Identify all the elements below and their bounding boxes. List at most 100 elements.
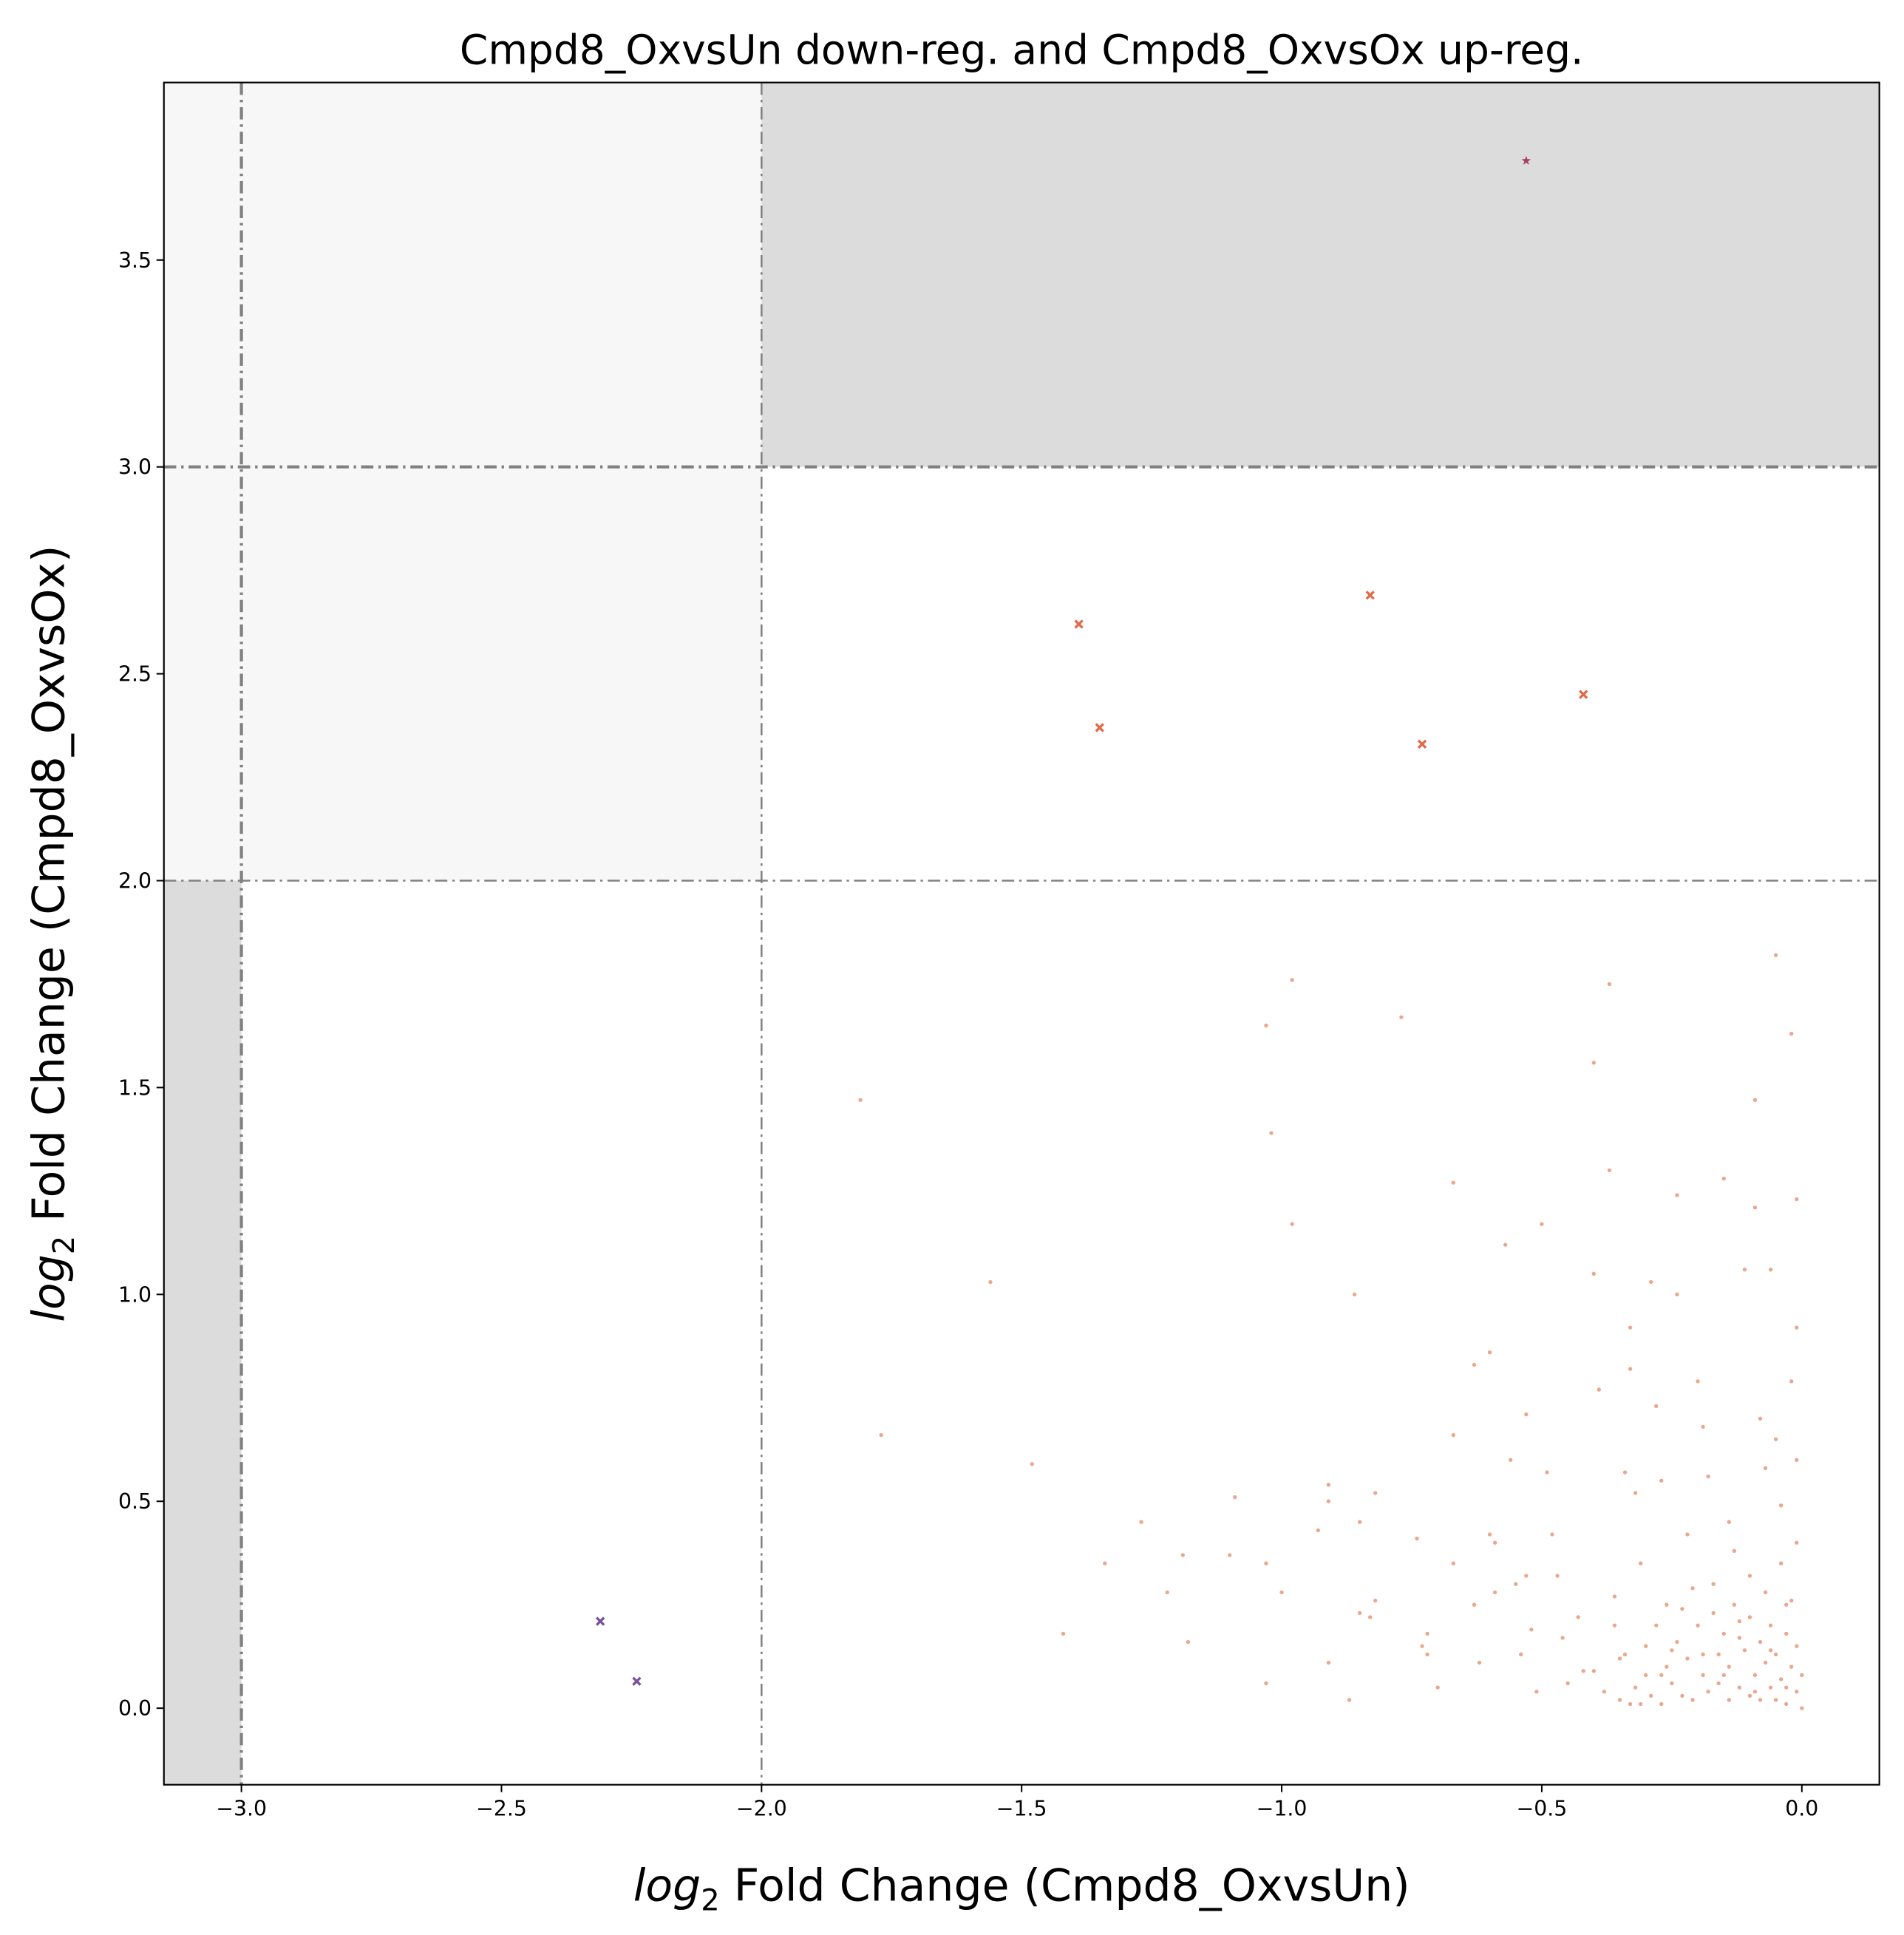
shaded-region bbox=[163, 880, 242, 1785]
point bbox=[1622, 1470, 1628, 1475]
point bbox=[1800, 1706, 1804, 1710]
point bbox=[1680, 1693, 1684, 1698]
point bbox=[1061, 1631, 1066, 1636]
point bbox=[1795, 1540, 1799, 1545]
point bbox=[1768, 1685, 1773, 1690]
point bbox=[1784, 1701, 1789, 1707]
point bbox=[1665, 1602, 1669, 1607]
point bbox=[1607, 982, 1612, 987]
point bbox=[1514, 1582, 1518, 1586]
x-tick-label: −1.0 bbox=[1257, 1796, 1308, 1820]
point bbox=[1778, 1503, 1784, 1508]
point bbox=[1357, 1520, 1362, 1524]
point bbox=[1326, 1483, 1331, 1487]
point bbox=[1747, 1574, 1752, 1578]
point bbox=[1472, 1602, 1477, 1607]
point bbox=[879, 1432, 883, 1438]
point bbox=[1435, 1685, 1440, 1690]
y-tick-label: 3.5 bbox=[118, 248, 152, 273]
shaded-region bbox=[761, 82, 1880, 467]
y-tick-label: 0.0 bbox=[118, 1696, 152, 1721]
point bbox=[1617, 1698, 1622, 1702]
x-tick-label: −2.0 bbox=[736, 1796, 787, 1820]
point bbox=[1690, 1698, 1695, 1702]
point bbox=[1633, 1685, 1638, 1690]
point bbox=[1747, 1615, 1752, 1619]
point bbox=[1581, 1669, 1585, 1673]
point bbox=[1290, 1222, 1294, 1226]
point bbox=[1675, 1292, 1679, 1296]
point bbox=[1139, 1520, 1143, 1524]
point bbox=[1732, 1548, 1736, 1554]
point bbox=[858, 1098, 863, 1102]
point bbox=[1425, 1652, 1429, 1657]
point bbox=[1659, 1701, 1664, 1707]
point bbox=[1685, 1532, 1690, 1537]
point-x bbox=[1365, 591, 1375, 600]
point bbox=[1540, 1222, 1544, 1226]
point-x bbox=[632, 1676, 642, 1686]
point bbox=[1180, 1553, 1186, 1557]
point bbox=[1509, 1458, 1513, 1462]
point bbox=[1670, 1681, 1674, 1686]
point bbox=[1665, 1664, 1669, 1669]
point bbox=[1644, 1644, 1648, 1648]
point-star bbox=[1521, 155, 1531, 165]
x-label-text: Fold Change (Cmpd8_OxvsUn) bbox=[720, 1860, 1410, 1911]
point-x bbox=[596, 1616, 605, 1626]
point bbox=[1316, 1528, 1320, 1533]
point bbox=[1597, 1387, 1602, 1392]
point bbox=[1758, 1416, 1763, 1421]
y-label-sub: 2 bbox=[47, 1236, 81, 1254]
point bbox=[1451, 1432, 1455, 1438]
point bbox=[1747, 1693, 1752, 1698]
point bbox=[1477, 1660, 1482, 1665]
point bbox=[1565, 1681, 1570, 1686]
point bbox=[1487, 1350, 1492, 1355]
point bbox=[1368, 1615, 1373, 1619]
x-tick-label: −1.5 bbox=[996, 1796, 1047, 1820]
point bbox=[1279, 1590, 1284, 1595]
point bbox=[1685, 1656, 1690, 1661]
point bbox=[1602, 1690, 1607, 1694]
point bbox=[1628, 1325, 1633, 1330]
point bbox=[1800, 1673, 1804, 1678]
point bbox=[1357, 1611, 1362, 1616]
point bbox=[1778, 1677, 1784, 1681]
point bbox=[1659, 1478, 1664, 1483]
point bbox=[1576, 1615, 1580, 1619]
point bbox=[1706, 1690, 1710, 1694]
point bbox=[1742, 1648, 1747, 1653]
point bbox=[1165, 1590, 1169, 1595]
point bbox=[1742, 1268, 1747, 1272]
point bbox=[1701, 1424, 1705, 1429]
shaded-region bbox=[163, 82, 762, 881]
point bbox=[1628, 1367, 1633, 1371]
point bbox=[1711, 1611, 1716, 1616]
y-tick-label: 1.5 bbox=[118, 1075, 152, 1100]
point bbox=[1550, 1532, 1554, 1537]
point bbox=[1591, 1669, 1596, 1673]
point bbox=[1654, 1404, 1659, 1409]
point bbox=[1690, 1586, 1695, 1591]
point bbox=[1768, 1268, 1773, 1272]
point bbox=[1768, 1648, 1773, 1653]
point bbox=[1795, 1197, 1799, 1202]
point bbox=[1752, 1690, 1758, 1694]
point bbox=[1103, 1561, 1107, 1565]
point bbox=[1555, 1574, 1560, 1578]
point bbox=[1696, 1379, 1700, 1384]
point bbox=[1638, 1561, 1643, 1565]
point bbox=[1612, 1594, 1617, 1599]
point bbox=[1773, 953, 1778, 957]
point bbox=[1659, 1673, 1664, 1678]
point bbox=[1789, 1379, 1794, 1384]
point bbox=[1628, 1701, 1633, 1707]
point bbox=[1795, 1325, 1799, 1330]
point bbox=[1529, 1628, 1534, 1632]
point bbox=[1789, 1598, 1794, 1603]
point bbox=[1560, 1636, 1565, 1640]
x-tick-label: −0.5 bbox=[1517, 1796, 1568, 1820]
point bbox=[1732, 1602, 1736, 1607]
